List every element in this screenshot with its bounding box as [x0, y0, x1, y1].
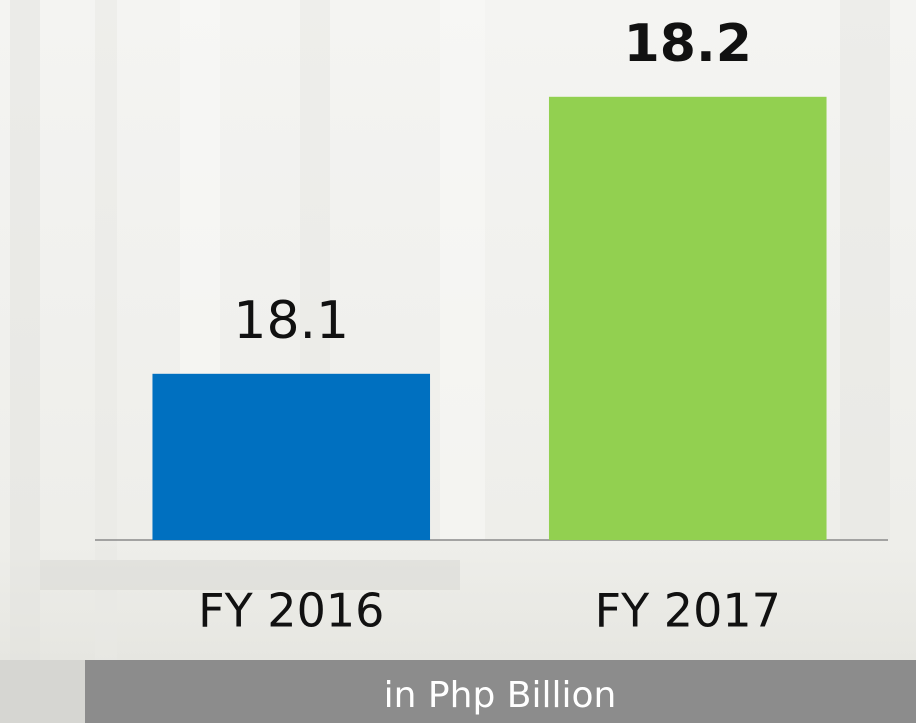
bar: [548, 96, 827, 541]
bar: [152, 373, 431, 540]
subtitle-band: [85, 660, 916, 723]
value-label: 18.1: [233, 291, 349, 351]
band-left: [0, 660, 85, 723]
x-tick-label: FY 2016: [198, 584, 384, 638]
x-tick-label: FY 2017: [595, 584, 781, 638]
subtitle: in Php Billion: [384, 675, 617, 716]
value-label: 18.2: [624, 14, 752, 74]
